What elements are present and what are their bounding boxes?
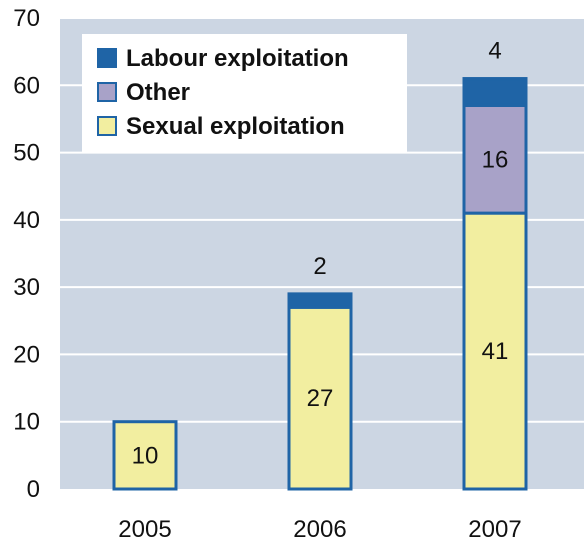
y-tick-label: 30	[13, 274, 40, 301]
y-tick-label: 20	[13, 341, 40, 368]
bar-segment	[462, 211, 528, 491]
bar-segment	[112, 420, 178, 491]
bar-segment	[462, 77, 528, 107]
x-axis-tick-labels: 2005 2006 2007	[118, 516, 521, 543]
bar-segment	[462, 103, 528, 215]
y-tick-label: 10	[13, 409, 40, 436]
data-label: 41	[482, 338, 509, 365]
data-label: 4	[488, 38, 501, 65]
data-label: 27	[307, 385, 334, 412]
legend-swatch	[97, 116, 117, 136]
legend-swatch	[97, 82, 117, 102]
y-axis-tick-labels: 0 10 20 30 40 50 60 70	[13, 5, 40, 503]
x-tick-label: 2007	[468, 516, 521, 543]
legend-swatch	[97, 48, 117, 68]
y-tick-label: 60	[13, 72, 40, 99]
y-tick-label: 40	[13, 207, 40, 234]
y-tick-label: 50	[13, 140, 40, 167]
data-label: 16	[482, 146, 509, 173]
x-tick-label: 2005	[118, 516, 171, 543]
legend-label: Labour exploitation	[126, 45, 349, 72]
legend: Labour exploitation Other Sexual exploitat…	[82, 34, 407, 152]
y-tick-label: 70	[13, 5, 40, 32]
legend-label: Sexual exploitation	[126, 113, 345, 140]
bars	[112, 77, 528, 491]
bar-segment	[287, 292, 353, 309]
x-tick-label: 2006	[293, 516, 346, 543]
legend-label: Other	[126, 79, 190, 106]
y-tick-label: 0	[27, 476, 40, 503]
data-label: 2	[313, 253, 326, 280]
data-label: 10	[132, 442, 159, 469]
legend-box	[82, 34, 407, 152]
data-labels: 10 27 2 41 16 4	[132, 38, 509, 470]
